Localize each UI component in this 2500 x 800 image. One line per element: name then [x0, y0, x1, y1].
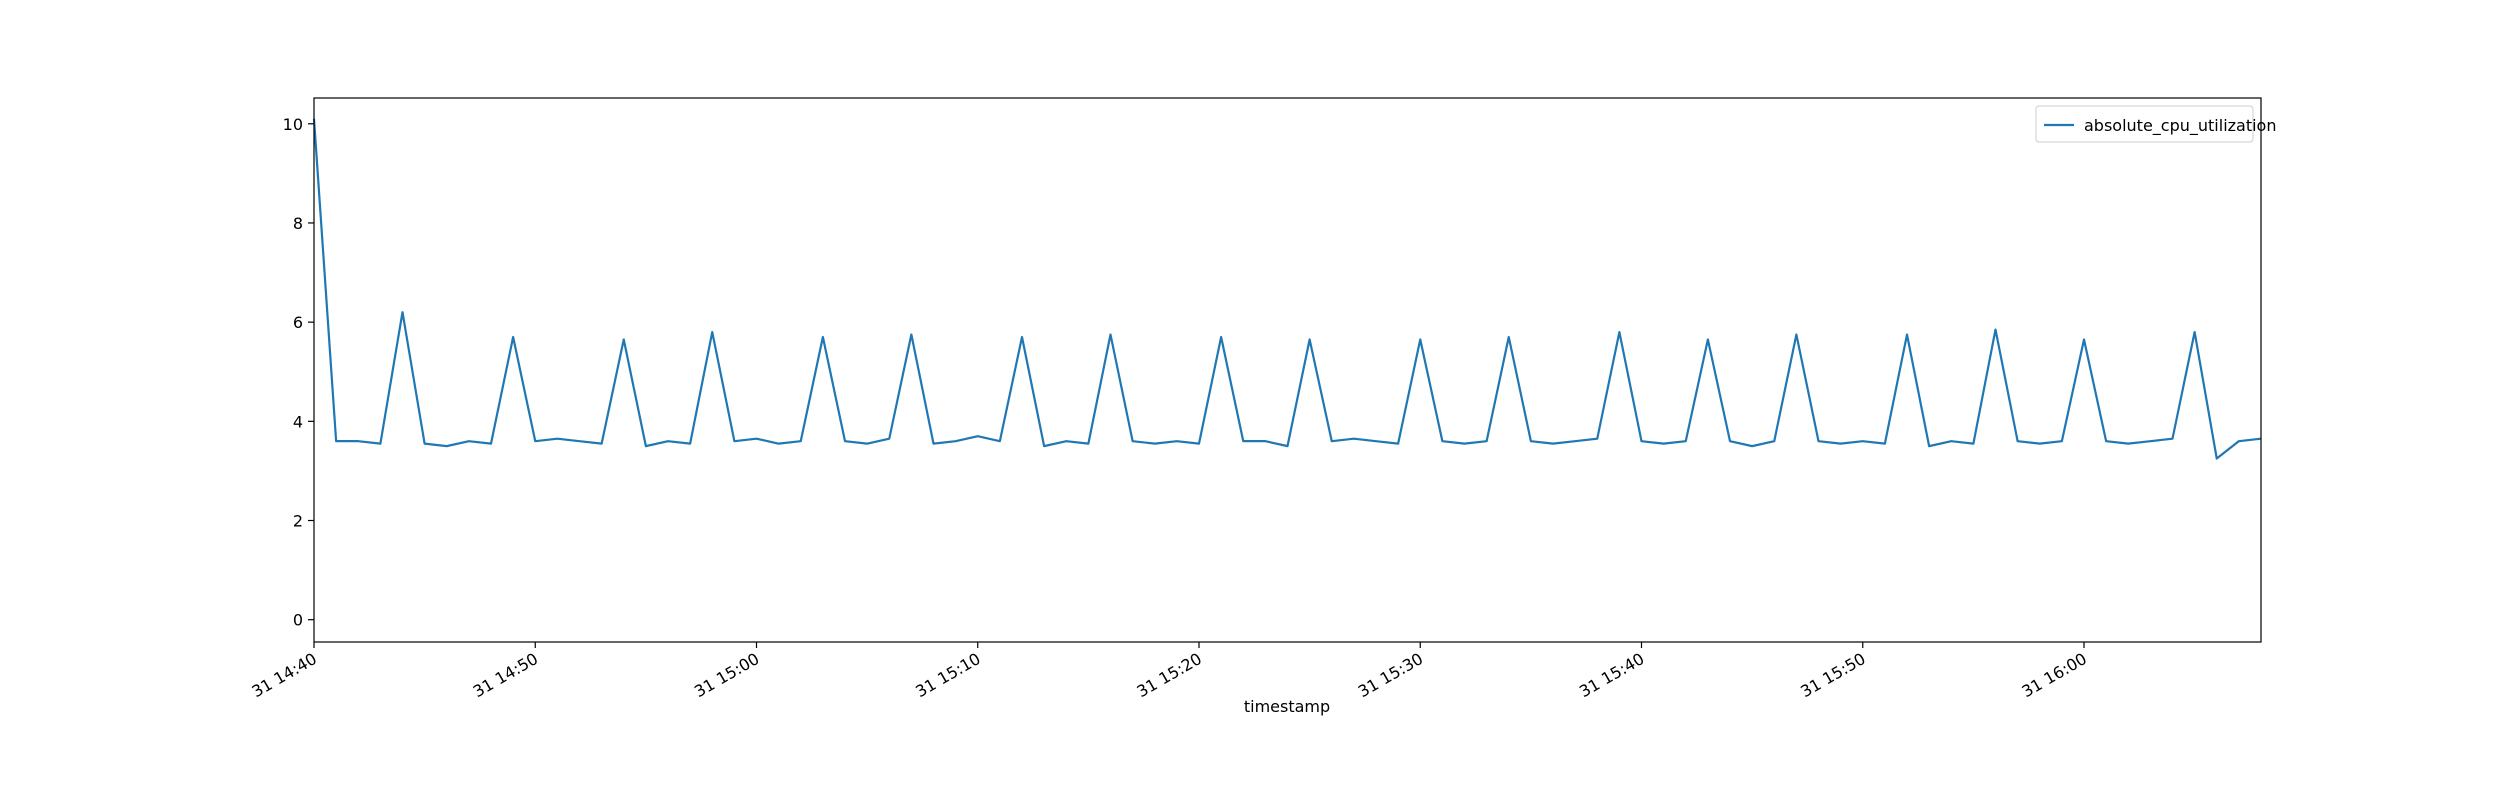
- x-tick-label: 31 15:20: [1134, 649, 1205, 701]
- x-axis-label: timestamp: [1244, 697, 1330, 716]
- legend-label: absolute_cpu_utilization: [2084, 116, 2276, 136]
- x-tick-label: 31 14:40: [249, 649, 320, 701]
- x-tick-label: 31 15:10: [912, 649, 983, 701]
- x-tick-label: 31 15:50: [1797, 649, 1868, 701]
- y-tick-label: 6: [293, 313, 303, 332]
- plot-frame: [313, 97, 2262, 643]
- x-tick-label: 31 14:50: [470, 649, 541, 701]
- x-tick-label: 31 15:30: [1355, 649, 1426, 701]
- line-series: [312, 118, 2262, 460]
- y-tick-label: 8: [293, 214, 303, 233]
- y-tick-label: 2: [293, 512, 303, 531]
- x-tick-label: 31 15:40: [1576, 649, 1647, 701]
- y-tick-label: 4: [293, 412, 303, 431]
- y-tick-label: 0: [293, 611, 303, 630]
- y-tick-label: 10: [283, 115, 303, 134]
- x-tick-label: 31 16:00: [2019, 649, 2090, 701]
- x-tick-label: 31 15:00: [691, 649, 762, 701]
- legend-box: [2035, 105, 2254, 143]
- legend: absolute_cpu_utilization: [2035, 105, 2276, 143]
